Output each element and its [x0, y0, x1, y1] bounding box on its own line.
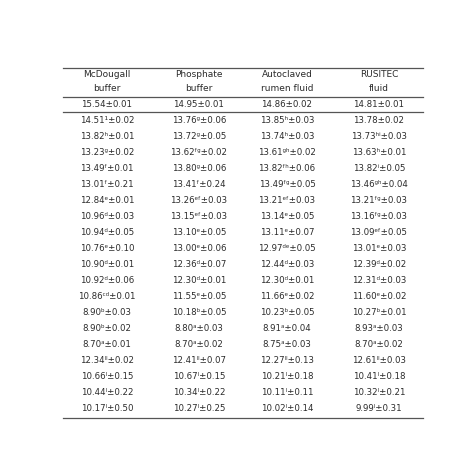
Text: 10.02ˡ±0.14: 10.02ˡ±0.14 — [261, 404, 313, 413]
Text: 8.70ᵃ±0.02: 8.70ᵃ±0.02 — [355, 340, 403, 349]
Text: 13.62ᶠᵍ±0.02: 13.62ᶠᵍ±0.02 — [170, 148, 228, 157]
Text: 13.61ᵍʰ±0.02: 13.61ᵍʰ±0.02 — [258, 148, 316, 157]
Text: 13.46ᵍʰ±0.04: 13.46ᵍʰ±0.04 — [350, 180, 408, 189]
Text: 13.10ᵉ±0.05: 13.10ᵉ±0.05 — [172, 228, 226, 237]
Text: 10.66ˡ±0.15: 10.66ˡ±0.15 — [81, 372, 133, 381]
Text: 13.82ᶠʰ±0.06: 13.82ᶠʰ±0.06 — [258, 164, 316, 173]
Text: 13.72ᵍ±0.05: 13.72ᵍ±0.05 — [172, 132, 226, 141]
Text: 12.27ᴵᴵ±0.13: 12.27ᴵᴵ±0.13 — [260, 356, 314, 365]
Text: Autoclaved: Autoclaved — [262, 71, 312, 80]
Text: 10.17ˡ±0.50: 10.17ˡ±0.50 — [81, 404, 133, 413]
Text: 12.44ᵈ±0.03: 12.44ᵈ±0.03 — [260, 260, 314, 269]
Text: 13.76ᵍ±0.06: 13.76ᵍ±0.06 — [172, 116, 226, 125]
Text: 13.01ᵉ±0.03: 13.01ᵉ±0.03 — [352, 244, 406, 253]
Text: 14.95±0.01: 14.95±0.01 — [173, 100, 224, 109]
Text: 13.21ᵉᶠ±0.03: 13.21ᵉᶠ±0.03 — [258, 196, 316, 205]
Text: 13.26ᵉᶠ±0.03: 13.26ᵉᶠ±0.03 — [170, 196, 228, 205]
Text: 13.15ᵉᶠ±0.03: 13.15ᵉᶠ±0.03 — [170, 212, 228, 221]
Text: 10.23ᵇ±0.05: 10.23ᵇ±0.05 — [260, 308, 314, 317]
Text: 10.96ᵈ±0.03: 10.96ᵈ±0.03 — [80, 212, 134, 221]
Text: 10.67ˡ±0.15: 10.67ˡ±0.15 — [173, 372, 225, 381]
Text: 10.34ˡ±0.22: 10.34ˡ±0.22 — [173, 388, 225, 397]
Text: 12.36ᵈ±0.07: 12.36ᵈ±0.07 — [172, 260, 226, 269]
Text: 13.09ᵉᶠ±0.05: 13.09ᵉᶠ±0.05 — [350, 228, 407, 237]
Text: RUSITEC: RUSITEC — [360, 71, 398, 80]
Text: 8.90ᵇ±0.03: 8.90ᵇ±0.03 — [82, 308, 131, 317]
Text: rumen fluid: rumen fluid — [261, 84, 313, 93]
Text: 11.60ᵉ±0.02: 11.60ᵉ±0.02 — [352, 292, 406, 301]
Text: 10.32ˡ±0.21: 10.32ˡ±0.21 — [353, 388, 405, 397]
Text: 13.21ᶠᵍ±0.03: 13.21ᶠᵍ±0.03 — [350, 196, 407, 205]
Text: 10.44ˡ±0.22: 10.44ˡ±0.22 — [81, 388, 133, 397]
Text: 13.41ᶠ±0.24: 13.41ᶠ±0.24 — [172, 180, 226, 189]
Text: 13.11ᵉ±0.07: 13.11ᵉ±0.07 — [260, 228, 314, 237]
Text: 14.81±0.01: 14.81±0.01 — [353, 100, 404, 109]
Text: 13.00ᵉ±0.06: 13.00ᵉ±0.06 — [172, 244, 226, 253]
Text: 12.84ᵉ±0.01: 12.84ᵉ±0.01 — [80, 196, 134, 205]
Text: 10.27ˡ±0.25: 10.27ˡ±0.25 — [173, 404, 225, 413]
Text: 12.41ᴵᴵ±0.07: 12.41ᴵᴵ±0.07 — [172, 356, 226, 365]
Text: 12.30ᵈ±0.01: 12.30ᵈ±0.01 — [260, 276, 314, 285]
Text: 12.34ᴵᴵ±0.02: 12.34ᴵᴵ±0.02 — [80, 356, 134, 365]
Text: 13.82ⁱ±0.05: 13.82ⁱ±0.05 — [353, 164, 405, 173]
Text: 9.99ˡ±0.31: 9.99ˡ±0.31 — [356, 404, 402, 413]
Text: 13.49ᶠ±0.01: 13.49ᶠ±0.01 — [80, 164, 134, 173]
Text: 10.21ˡ±0.18: 10.21ˡ±0.18 — [261, 372, 313, 381]
Text: 13.23ᵍ±0.02: 13.23ᵍ±0.02 — [80, 148, 134, 157]
Text: 13.78±0.02: 13.78±0.02 — [353, 116, 404, 125]
Text: 15.54±0.01: 15.54±0.01 — [82, 100, 133, 109]
Text: 11.66ᵉ±0.02: 11.66ᵉ±0.02 — [260, 292, 314, 301]
Text: 8.93ᵃ±0.03: 8.93ᵃ±0.03 — [355, 324, 403, 333]
Text: 10.18ᵇ±0.05: 10.18ᵇ±0.05 — [172, 308, 226, 317]
Text: McDougall: McDougall — [83, 71, 131, 80]
Text: 10.86ᶜᵈ±0.01: 10.86ᶜᵈ±0.01 — [78, 292, 136, 301]
Text: 14.86±0.02: 14.86±0.02 — [262, 100, 312, 109]
Text: buffer: buffer — [93, 84, 121, 93]
Text: 10.94ᵈ±0.05: 10.94ᵈ±0.05 — [80, 228, 134, 237]
Text: 13.16ᶠᵍ±0.03: 13.16ᶠᵍ±0.03 — [350, 212, 407, 221]
Text: 13.49ᶠᵍ±0.05: 13.49ᶠᵍ±0.05 — [259, 180, 315, 189]
Text: 13.82ʰ±0.01: 13.82ʰ±0.01 — [80, 132, 134, 141]
Text: 8.80ᵃ±0.03: 8.80ᵃ±0.03 — [174, 324, 223, 333]
Text: 13.14ᵉ±0.05: 13.14ᵉ±0.05 — [260, 212, 314, 221]
Text: 12.97ᵈᵉ±0.05: 12.97ᵈᵉ±0.05 — [258, 244, 316, 253]
Text: 14.51¹±0.02: 14.51¹±0.02 — [80, 116, 134, 125]
Text: 8.91ᵃ±0.04: 8.91ᵃ±0.04 — [263, 324, 311, 333]
Text: 13.74ʰ±0.03: 13.74ʰ±0.03 — [260, 132, 314, 141]
Text: 8.70ᵃ±0.01: 8.70ᵃ±0.01 — [82, 340, 131, 349]
Text: 12.61ᴵᴵ±0.03: 12.61ᴵᴵ±0.03 — [352, 356, 406, 365]
Text: 8.90ᵇ±0.02: 8.90ᵇ±0.02 — [82, 324, 131, 333]
Text: 13.01ᶠ±0.21: 13.01ᶠ±0.21 — [80, 180, 134, 189]
Text: buffer: buffer — [185, 84, 212, 93]
Text: 13.85ʰ±0.03: 13.85ʰ±0.03 — [260, 116, 314, 125]
Text: 10.76ᵉ±0.10: 10.76ᵉ±0.10 — [80, 244, 134, 253]
Text: 12.39ᵈ±0.02: 12.39ᵈ±0.02 — [352, 260, 406, 269]
Text: Phosphate: Phosphate — [175, 71, 223, 80]
Text: 10.90ᵈ±0.01: 10.90ᵈ±0.01 — [80, 260, 134, 269]
Text: fluid: fluid — [369, 84, 389, 93]
Text: 8.75ᵃ±0.03: 8.75ᵃ±0.03 — [263, 340, 311, 349]
Text: 10.11ˡ±0.11: 10.11ˡ±0.11 — [261, 388, 313, 397]
Text: 13.73ʰⁱ±0.03: 13.73ʰⁱ±0.03 — [351, 132, 407, 141]
Text: 12.30ᵈ±0.01: 12.30ᵈ±0.01 — [172, 276, 226, 285]
Text: 13.80ᵍ±0.06: 13.80ᵍ±0.06 — [172, 164, 226, 173]
Text: 12.31ᵈ±0.03: 12.31ᵈ±0.03 — [352, 276, 406, 285]
Text: 10.27ᵇ±0.01: 10.27ᵇ±0.01 — [352, 308, 406, 317]
Text: 8.70ᵃ±0.02: 8.70ᵃ±0.02 — [174, 340, 223, 349]
Text: 11.55ᵉ±0.05: 11.55ᵉ±0.05 — [172, 292, 226, 301]
Text: 10.41ˡ±0.18: 10.41ˡ±0.18 — [353, 372, 405, 381]
Text: 13.63ʰ±0.01: 13.63ʰ±0.01 — [352, 148, 406, 157]
Text: 10.92ᵈ±0.06: 10.92ᵈ±0.06 — [80, 276, 134, 285]
